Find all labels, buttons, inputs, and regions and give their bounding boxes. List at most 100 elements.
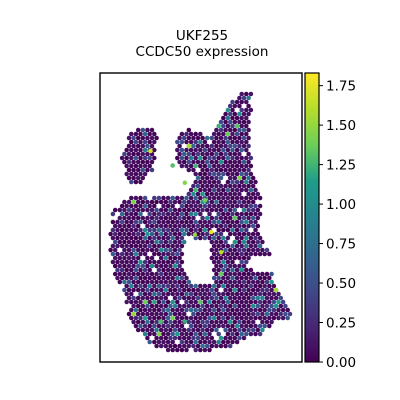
spot bbox=[113, 224, 118, 229]
spot bbox=[205, 216, 210, 221]
spot bbox=[219, 296, 224, 301]
spot bbox=[216, 172, 221, 177]
spot bbox=[207, 332, 212, 337]
spot bbox=[221, 244, 226, 249]
spot bbox=[159, 256, 164, 261]
spot bbox=[205, 296, 210, 301]
spot bbox=[182, 160, 187, 165]
spot bbox=[212, 204, 217, 209]
spot bbox=[233, 232, 238, 237]
spot bbox=[161, 324, 166, 329]
spot bbox=[131, 176, 136, 181]
spot bbox=[235, 276, 240, 281]
spot bbox=[193, 140, 198, 145]
spot bbox=[223, 328, 228, 333]
spot bbox=[175, 300, 180, 305]
spot bbox=[198, 132, 203, 137]
spot bbox=[170, 340, 175, 345]
spot bbox=[246, 304, 251, 309]
spot bbox=[164, 200, 169, 205]
spot bbox=[168, 344, 173, 349]
spot bbox=[154, 248, 159, 253]
spot bbox=[207, 300, 212, 305]
spot bbox=[216, 324, 221, 329]
spot bbox=[131, 296, 136, 301]
spot bbox=[226, 140, 231, 145]
spot bbox=[216, 236, 221, 241]
spot bbox=[267, 316, 272, 321]
spot bbox=[147, 156, 152, 161]
spot bbox=[200, 312, 205, 317]
spot bbox=[219, 344, 224, 349]
spot bbox=[249, 244, 254, 249]
spot bbox=[246, 224, 251, 229]
spot bbox=[152, 156, 157, 161]
spot bbox=[226, 212, 231, 217]
spot bbox=[129, 252, 134, 257]
spot bbox=[175, 212, 180, 217]
spot bbox=[141, 248, 146, 253]
spot bbox=[239, 228, 244, 233]
spot bbox=[168, 256, 173, 261]
spot bbox=[200, 344, 205, 349]
spot bbox=[196, 312, 201, 317]
spot bbox=[187, 336, 192, 341]
spot bbox=[157, 332, 162, 337]
spot bbox=[120, 212, 125, 217]
spot bbox=[253, 292, 258, 297]
spot bbox=[221, 156, 226, 161]
spot bbox=[180, 244, 185, 249]
spot bbox=[127, 296, 132, 301]
spot bbox=[193, 300, 198, 305]
spot bbox=[118, 240, 123, 245]
spot bbox=[235, 284, 240, 289]
spot bbox=[182, 288, 187, 293]
high-expression-spot bbox=[183, 319, 188, 324]
spot bbox=[233, 160, 238, 165]
spot bbox=[226, 236, 231, 241]
spot bbox=[249, 316, 254, 321]
spot bbox=[129, 244, 134, 249]
spot bbox=[157, 228, 162, 233]
spot bbox=[216, 316, 221, 321]
spot bbox=[166, 300, 171, 305]
spot bbox=[223, 192, 228, 197]
spot bbox=[141, 328, 146, 333]
spot bbox=[219, 256, 224, 261]
spot bbox=[196, 208, 201, 213]
spot bbox=[131, 168, 136, 173]
spot bbox=[200, 176, 205, 181]
spot bbox=[230, 212, 235, 217]
spot bbox=[235, 268, 240, 273]
spot bbox=[196, 296, 201, 301]
spot bbox=[173, 328, 178, 333]
spot bbox=[177, 336, 182, 341]
spot bbox=[242, 136, 247, 141]
spot bbox=[242, 272, 247, 277]
spot bbox=[170, 308, 175, 313]
spot bbox=[244, 308, 249, 313]
spot bbox=[173, 256, 178, 261]
spot bbox=[226, 324, 231, 329]
spot bbox=[205, 208, 210, 213]
spot bbox=[143, 196, 148, 201]
spot bbox=[239, 236, 244, 241]
spot bbox=[131, 152, 136, 157]
spot bbox=[166, 212, 171, 217]
spot bbox=[235, 164, 240, 169]
spot bbox=[226, 252, 231, 257]
spot bbox=[242, 176, 247, 181]
spot bbox=[177, 136, 182, 141]
spot bbox=[187, 216, 192, 221]
spot bbox=[235, 244, 240, 249]
spot bbox=[168, 304, 173, 309]
spot bbox=[157, 196, 162, 201]
spot bbox=[212, 284, 217, 289]
spot bbox=[134, 204, 139, 209]
spot bbox=[196, 176, 201, 181]
spot bbox=[154, 296, 159, 301]
spot bbox=[235, 212, 240, 217]
spot bbox=[136, 216, 141, 221]
spot bbox=[173, 264, 178, 269]
spot bbox=[157, 252, 162, 257]
